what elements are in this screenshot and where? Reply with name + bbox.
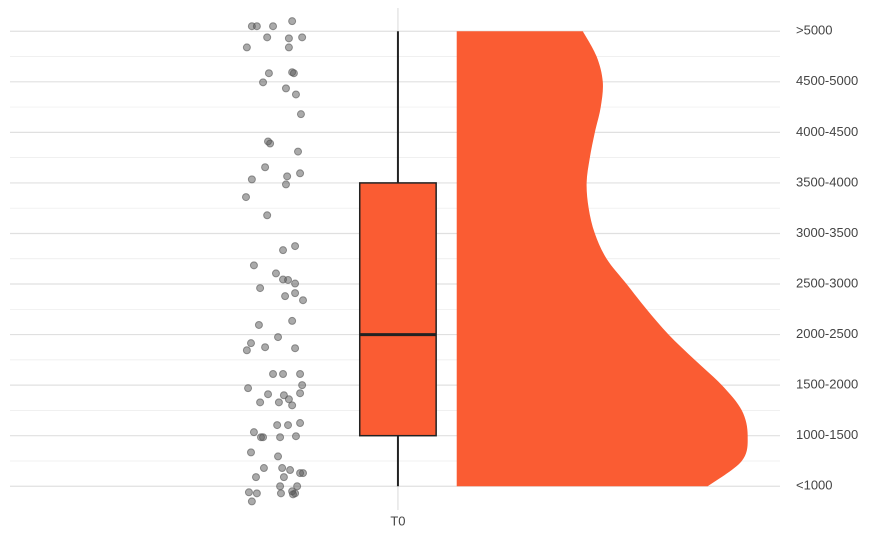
y-tick-label: 1000-1500 xyxy=(796,427,858,442)
point xyxy=(269,22,278,31)
point xyxy=(299,469,308,478)
y-tick-label: 2000-2500 xyxy=(796,326,858,341)
point xyxy=(263,211,272,220)
point xyxy=(271,269,280,278)
point xyxy=(291,90,300,99)
point xyxy=(281,84,290,93)
point xyxy=(279,473,288,482)
y-tick-label: >5000 xyxy=(796,23,833,38)
point xyxy=(298,33,307,42)
point xyxy=(247,497,256,506)
point xyxy=(284,34,293,43)
point xyxy=(261,163,270,172)
point xyxy=(296,110,305,119)
x-tick-label: T0 xyxy=(390,513,405,528)
point xyxy=(241,193,250,202)
point xyxy=(296,169,305,178)
point xyxy=(274,398,283,407)
point xyxy=(291,289,300,298)
y-tick-label: 4000-4500 xyxy=(796,124,858,139)
point xyxy=(252,489,261,498)
point xyxy=(284,43,293,52)
y-tick-label: 2500-3000 xyxy=(796,275,858,290)
point xyxy=(291,344,300,353)
point xyxy=(291,279,300,288)
point xyxy=(296,389,305,398)
point xyxy=(296,370,305,379)
point xyxy=(244,384,253,393)
point xyxy=(298,381,307,390)
point xyxy=(259,464,268,473)
point xyxy=(288,316,297,325)
y-tick-label: 3500-4000 xyxy=(796,174,858,189)
point xyxy=(289,69,298,78)
point xyxy=(249,261,258,270)
point xyxy=(294,147,303,156)
point xyxy=(269,370,278,379)
point xyxy=(284,421,293,430)
point xyxy=(286,466,295,475)
point xyxy=(293,482,302,491)
point xyxy=(242,43,251,52)
y-tick-label: <1000 xyxy=(796,478,833,493)
point xyxy=(261,343,270,352)
point xyxy=(266,139,275,148)
point xyxy=(288,401,297,410)
point xyxy=(252,22,261,31)
point xyxy=(284,395,293,404)
point xyxy=(256,284,265,293)
point xyxy=(256,398,265,407)
point xyxy=(246,448,255,457)
box xyxy=(358,182,437,437)
point xyxy=(284,275,293,284)
point xyxy=(244,488,253,497)
point xyxy=(296,419,305,428)
point xyxy=(259,433,268,442)
point xyxy=(281,292,290,301)
point xyxy=(264,69,273,78)
y-tick-label: 4500-5000 xyxy=(796,73,858,88)
violin xyxy=(456,31,748,487)
point xyxy=(247,175,256,184)
point xyxy=(251,473,260,482)
point xyxy=(274,452,283,461)
y-tick-label: 1500-2000 xyxy=(796,377,858,392)
point xyxy=(276,433,285,442)
point xyxy=(299,296,308,305)
point xyxy=(278,464,287,473)
point xyxy=(264,390,273,399)
point xyxy=(279,246,288,255)
point xyxy=(246,339,255,348)
point xyxy=(288,17,297,26)
point xyxy=(263,33,272,42)
point xyxy=(259,78,268,87)
point xyxy=(254,320,263,329)
point xyxy=(276,489,285,498)
point xyxy=(276,482,285,491)
point xyxy=(291,432,300,441)
point xyxy=(283,172,292,181)
point xyxy=(281,180,290,189)
point xyxy=(242,346,251,355)
point xyxy=(291,242,300,251)
point xyxy=(273,421,282,430)
point xyxy=(274,333,283,342)
point xyxy=(279,370,288,379)
point xyxy=(249,428,258,437)
point xyxy=(291,489,300,498)
y-tick-label: 3000-3500 xyxy=(796,225,858,240)
